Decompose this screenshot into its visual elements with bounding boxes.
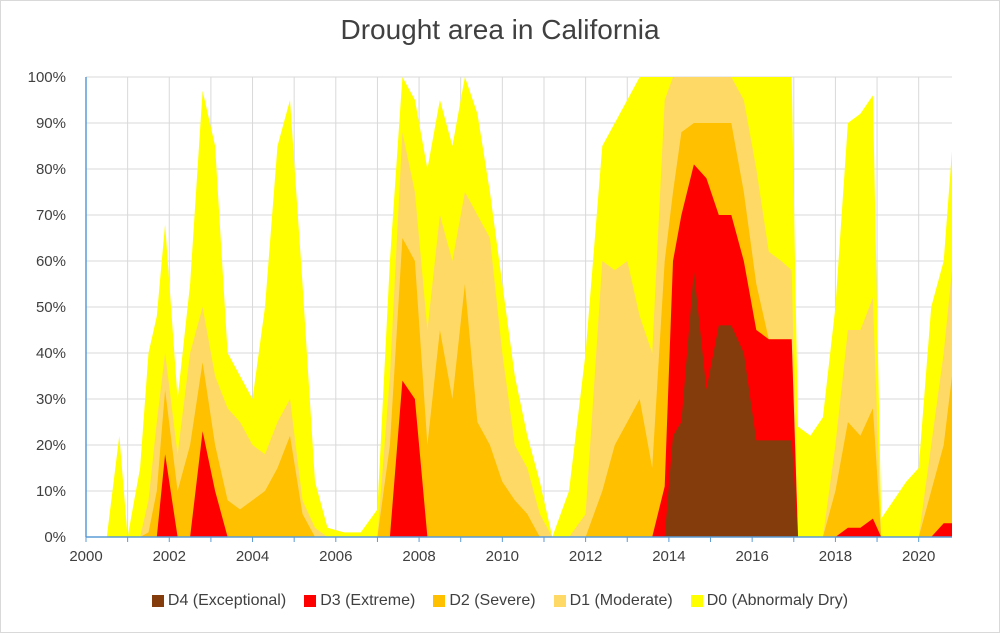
x-tick-label: 2008 [402, 548, 435, 565]
legend-swatch-d2 [433, 595, 446, 607]
y-tick-label: 80% [36, 161, 66, 178]
chart-title: Drought area in California [340, 14, 660, 45]
y-tick-label: 40% [36, 345, 66, 362]
legend-item-d0: D0 (Abnormaly Dry) [690, 592, 849, 610]
y-tick-label: 90% [36, 115, 66, 132]
y-tick-label: 100% [28, 69, 66, 86]
legend-label-d2: D2 (Severe) [449, 592, 536, 609]
legend-swatch-d4 [151, 595, 164, 607]
y-tick-label: 60% [36, 253, 66, 270]
x-tick-labels: 2000 2002 2004 2006 2008 2010 2012 2014 2016 2018… [69, 548, 935, 565]
x-tick-label: 2006 [319, 548, 352, 565]
area-series-d4 [86, 270, 952, 537]
x-tick-label: 2018 [819, 548, 852, 565]
x-tick-label: 2020 [902, 548, 935, 565]
y-tick-label: 20% [36, 437, 66, 454]
legend-swatch-d0 [690, 595, 703, 607]
legend-label-d1: D1 (Moderate) [569, 592, 673, 609]
legend: D4 (Exceptional) D3 (Extreme) D2 (Severe… [0, 592, 1000, 610]
y-tick-label: 70% [36, 207, 66, 224]
x-tick-label: 2014 [652, 548, 685, 565]
y-tick-label: 30% [36, 391, 66, 408]
x-tick-label: 2000 [69, 548, 102, 565]
y-tick-label: 50% [36, 299, 66, 316]
axes [85, 77, 952, 542]
x-tick-label: 2004 [236, 548, 269, 565]
y-tick-label: 0% [44, 529, 66, 546]
legend-item-d4: D4 (Exceptional) [151, 592, 287, 610]
legend-swatch-d3 [304, 595, 317, 607]
area-series-group [86, 77, 952, 537]
legend-swatch-d1 [553, 595, 566, 607]
legend-label-d4: D4 (Exceptional) [167, 592, 287, 609]
y-tick-label: 10% [36, 483, 66, 500]
x-tick-label: 2010 [486, 548, 519, 565]
x-tick-label: 2002 [153, 548, 186, 565]
legend-item-d3: D3 (Extreme) [304, 592, 415, 610]
legend-item-d2: D2 (Severe) [433, 592, 536, 610]
legend-item-d1: D1 (Moderate) [553, 592, 673, 610]
x-tick-label: 2016 [735, 548, 768, 565]
legend-label-d0: D0 (Abnormaly Dry) [706, 592, 849, 609]
x-tick-label: 2012 [569, 548, 602, 565]
legend-label-d3: D3 (Extreme) [320, 592, 416, 609]
y-tick-labels: 0% 10% 20% 30% 40% 50% 60% 70% 80% 90% 100% [28, 69, 66, 546]
